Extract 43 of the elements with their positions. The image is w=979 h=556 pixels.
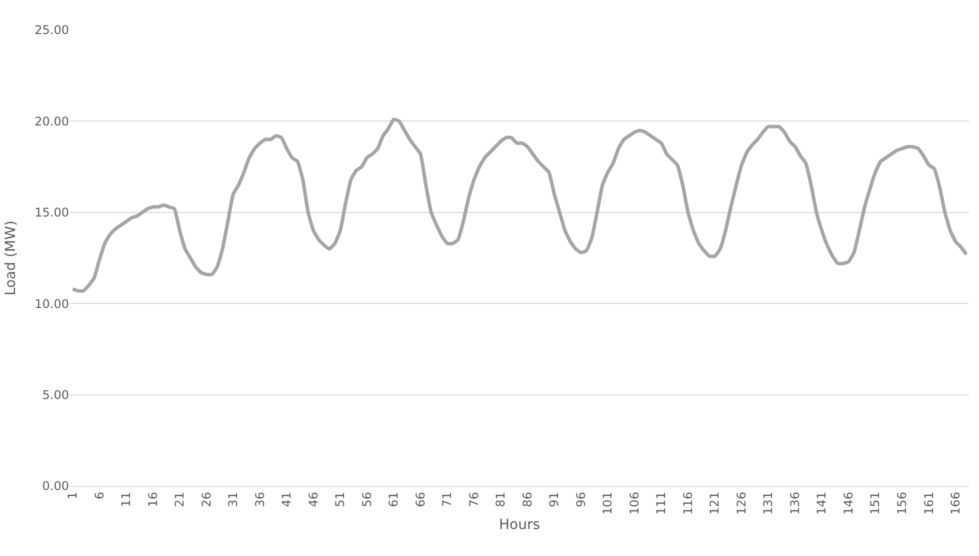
- x-tick-label: 136: [788, 492, 802, 515]
- x-tick-label: 36: [252, 492, 267, 508]
- x-tick-label: 111: [654, 492, 668, 515]
- x-tick-label: 161: [922, 492, 936, 515]
- line-series: [70, 118, 968, 293]
- x-tick-label: 121: [708, 492, 722, 515]
- x-tick-label: 106: [627, 492, 642, 515]
- x-tick-label: 166: [948, 492, 963, 515]
- y-tick-label: 20.00: [34, 114, 69, 128]
- x-tick-label: 41: [280, 492, 294, 508]
- x-tick-label: 146: [842, 492, 856, 515]
- x-tick-label: 66: [413, 492, 428, 508]
- x-tick-label: 46: [306, 492, 320, 508]
- x-tick-label: 6: [92, 492, 106, 500]
- x-tick-label: 131: [761, 492, 776, 515]
- x-tick-label: 91: [547, 492, 562, 508]
- x-tick-label: 96: [574, 492, 588, 508]
- x-tick-label: 101: [600, 492, 615, 515]
- x-tick-label: 16: [146, 492, 160, 508]
- y-axis-title: Load (MW): [3, 220, 20, 296]
- x-tick-label: 116: [680, 492, 695, 515]
- x-tick-label: 126: [734, 492, 748, 515]
- y-tick-label: 5.00: [42, 388, 69, 402]
- x-tick-label: 61: [386, 492, 401, 508]
- x-tick-label: 21: [172, 492, 187, 508]
- x-axis-title: Hours: [498, 517, 540, 534]
- y-tick-label: 10.00: [34, 296, 69, 311]
- x-tick-label: 76: [466, 492, 481, 508]
- x-tick-label: 26: [199, 492, 214, 508]
- x-tick-label: 51: [333, 492, 348, 508]
- x-tick-label: 56: [360, 492, 374, 508]
- x-tick-label: 156: [895, 492, 910, 515]
- x-tick-label: 151: [868, 492, 882, 515]
- x-tick-label: 31: [226, 492, 240, 508]
- y-tick-label: 25.00: [34, 23, 69, 38]
- x-tick-label: 86: [520, 492, 534, 508]
- x-tick-label: 81: [494, 492, 508, 508]
- y-tick-label: 15.00: [34, 206, 69, 220]
- x-tick-label: 141: [814, 492, 829, 515]
- x-tick-label: 1: [66, 492, 80, 500]
- y-tick-label: 0.00: [42, 479, 69, 494]
- x-tick-label: 71: [440, 492, 454, 508]
- x-tick-label: 11: [119, 492, 134, 508]
